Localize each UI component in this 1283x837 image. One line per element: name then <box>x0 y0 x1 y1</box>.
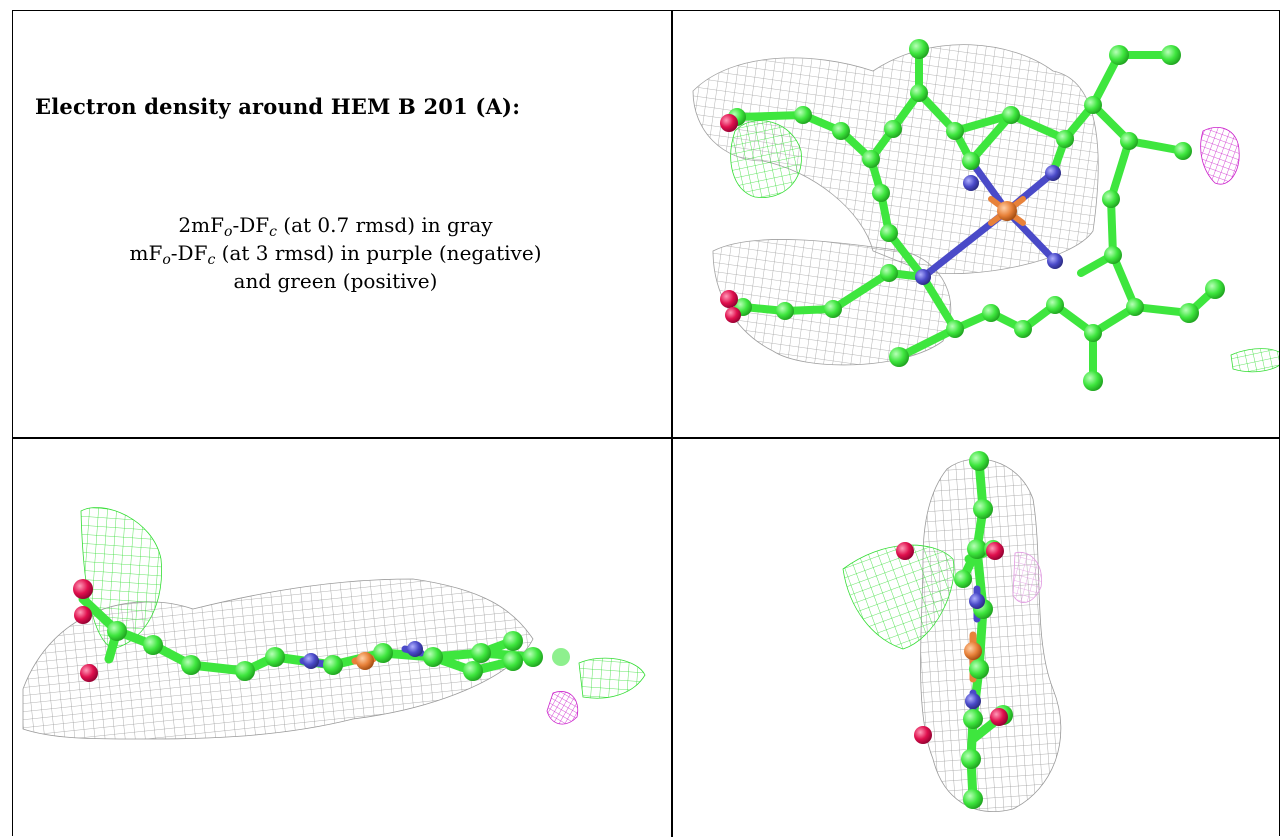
density-purple-side <box>546 691 579 725</box>
figure-table: Electron density around HEM B 201 (A): 2… <box>12 10 1280 837</box>
density-green-blob-1 <box>730 120 802 198</box>
density-green-side-2 <box>578 657 646 699</box>
density-green-blob-2 <box>1230 348 1279 373</box>
heme-side-render <box>22 507 646 740</box>
legend-line-2fo-fc: 2mFo-DFc (at 0.7 rmsd) in gray <box>178 213 493 240</box>
density-purple-top <box>1012 551 1043 603</box>
legend-line-fo-fc: mFo-DFc (at 3 rmsd) in purple (negative) <box>129 241 542 268</box>
row-divider <box>13 437 1279 439</box>
heme-front-atoms <box>720 39 1225 391</box>
heme-view-front <box>673 11 1279 437</box>
panel-title: Electron density around HEM B 201 (A): <box>35 94 521 119</box>
density-purple-blob <box>1200 126 1240 185</box>
caption-cell: Electron density around HEM B 201 (A): 2… <box>13 11 658 437</box>
heme-view-top <box>673 439 1279 837</box>
heme-front-render <box>692 39 1279 391</box>
heme-top-render <box>842 451 1062 812</box>
legend-line-positive: and green (positive) <box>233 269 438 293</box>
column-divider <box>671 11 673 837</box>
heme-view-side <box>13 439 669 837</box>
heme-side-atoms <box>73 579 570 682</box>
density-legend: 2mFo-DFc (at 0.7 rmsd) in gray mFo-DFc (… <box>13 211 658 295</box>
heme-top-atoms <box>896 451 1013 809</box>
